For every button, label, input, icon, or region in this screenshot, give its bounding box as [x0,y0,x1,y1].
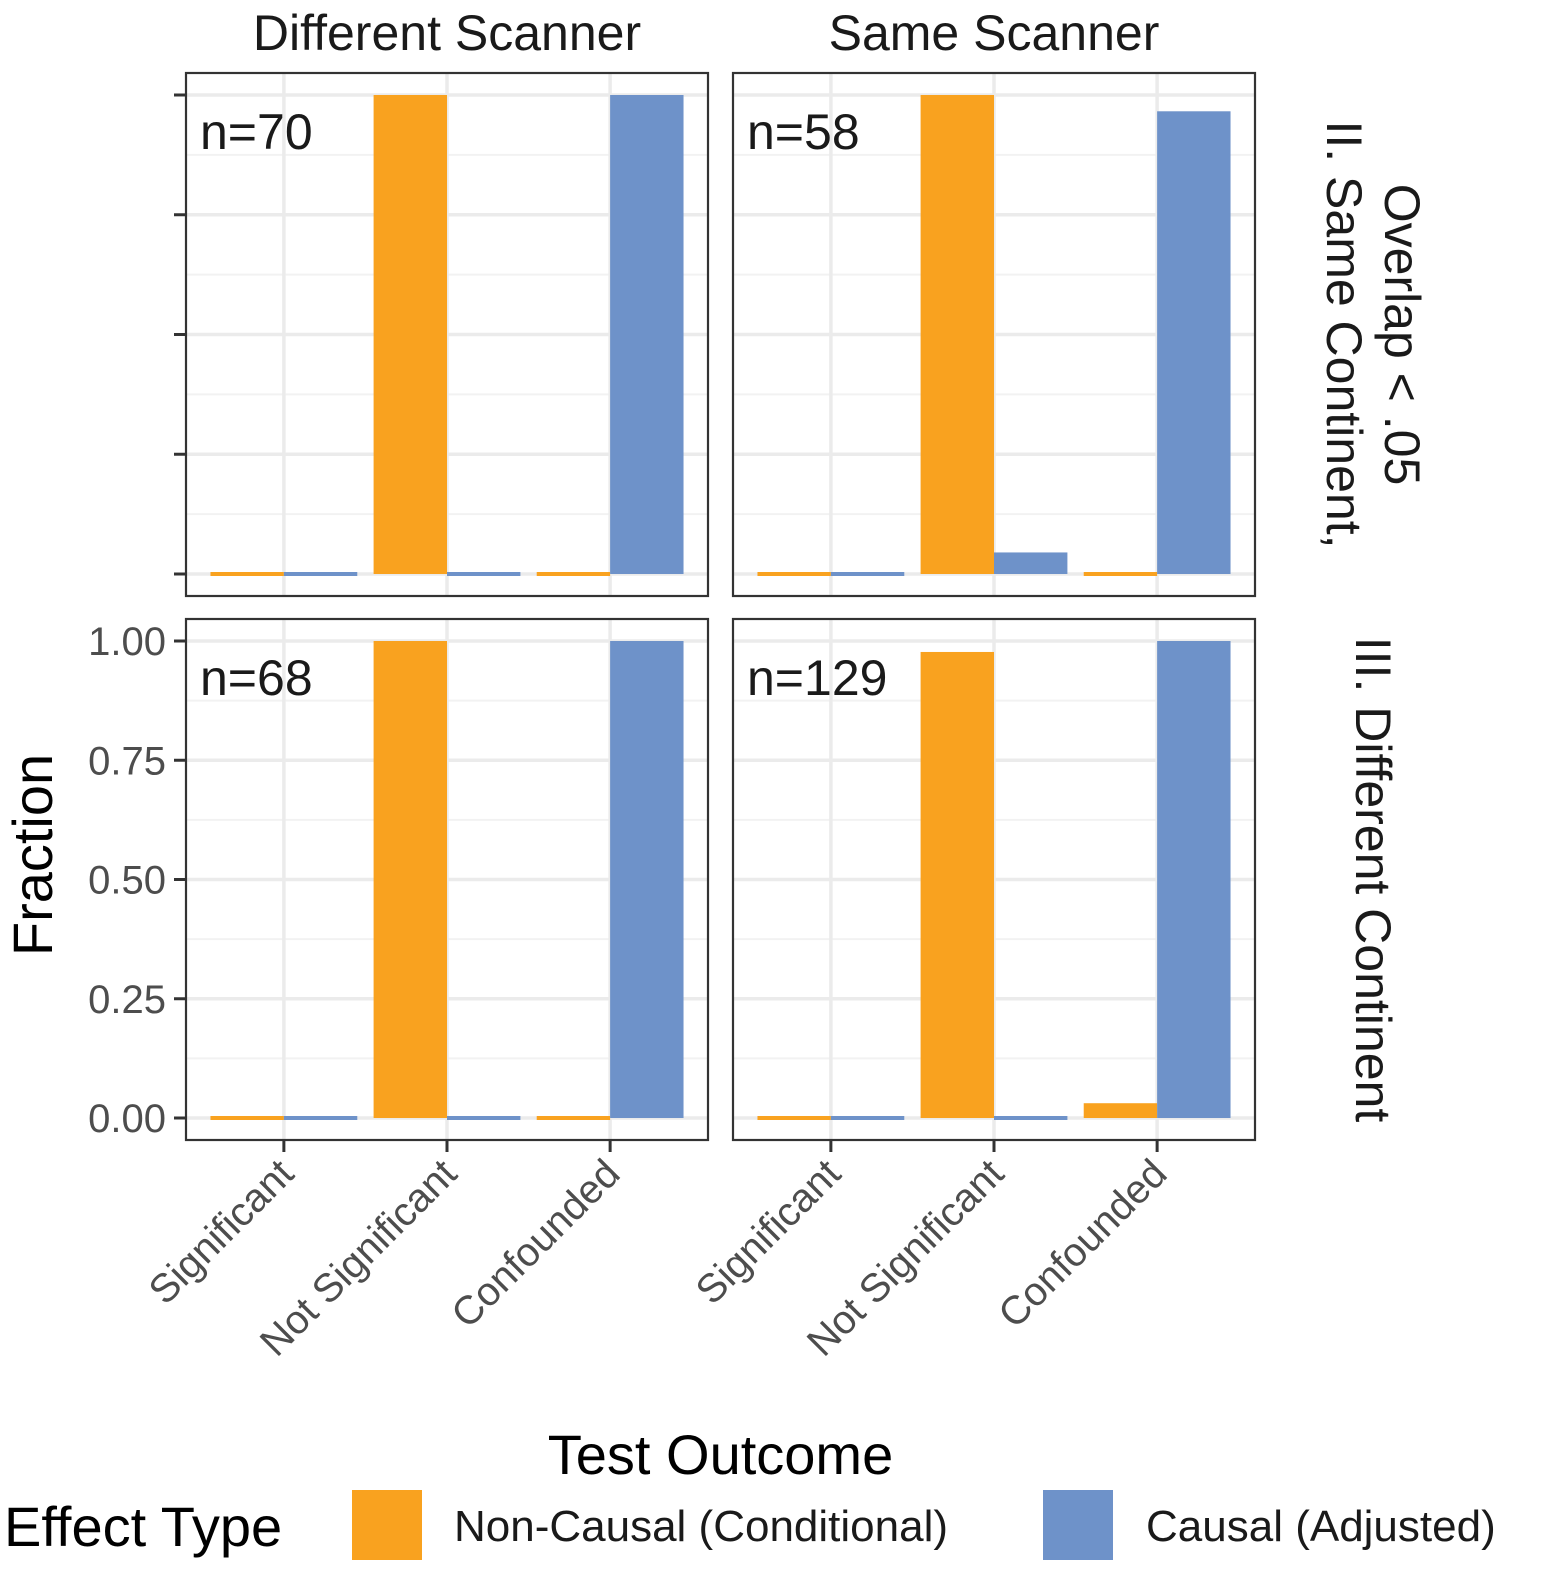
x-tick-label: Confounded [990,1151,1175,1336]
bar-non-causal-not-significant [920,95,994,574]
bar-non-causal-confounded [1083,1103,1158,1118]
bar-non-causal-significant [210,1116,284,1120]
y-axis-title: Fraction [1,754,64,956]
x-tick-label: Confounded [443,1151,628,1336]
bar-causal-significant [830,1116,905,1120]
bar-causal-not-significant [994,552,1068,574]
panel-border-1 [731,71,1257,598]
bar-non-causal-confounded [536,1116,611,1120]
bar-causal-significant [830,572,905,576]
bar-causal-confounded [610,95,684,574]
bar-causal-confounded [1157,641,1231,1118]
bar-causal-not-significant [994,1116,1068,1120]
bar-causal-not-significant [447,572,521,576]
sample-size-annotation: n=129 [747,650,887,706]
x-tick-label: Significant [688,1151,850,1313]
row-facet-title: III. Different Continent [1345,637,1401,1123]
bar-non-causal-confounded [1083,572,1158,576]
x-tick-label: Significant [141,1151,303,1313]
x-axis-title: Test Outcome [548,1423,893,1486]
bar-non-causal-not-significant [373,641,447,1118]
legend-title: Effect Type [4,1495,282,1558]
row-facet-title: II. Same Continent, [1316,120,1372,548]
y-tick-label: 1.00 [88,620,166,664]
bar-non-causal-significant [210,572,284,576]
bar-causal-confounded [610,641,684,1118]
sample-size-annotation: n=58 [747,104,860,160]
bar-non-causal-confounded [536,572,611,576]
row-facet-title: Overlap < .05 [1374,184,1430,486]
column-facet-title: Different Scanner [253,5,641,61]
sample-size-annotation: n=70 [200,104,313,160]
bar-non-causal-not-significant [920,651,994,1118]
y-tick-label: 0.50 [88,859,166,903]
bar-causal-significant [283,572,358,576]
y-tick-label: 0.75 [88,739,166,783]
bar-causal-not-significant [447,1116,521,1120]
legend-key-0 [352,1490,422,1560]
legend-label: Non-Causal (Conditional) [454,1502,948,1551]
bar-causal-confounded [1157,111,1231,574]
bar-non-causal-not-significant [373,95,447,574]
bar-non-causal-significant [757,572,831,576]
sample-size-annotation: n=68 [200,650,313,706]
legend-key-1 [1043,1490,1113,1560]
bar-causal-significant [283,1116,358,1120]
y-tick-label: 0.25 [88,978,166,1022]
column-facet-title: Same Scanner [829,5,1160,61]
legend-label: Causal (Adjusted) [1146,1502,1496,1551]
bar-non-causal-significant [757,1116,831,1120]
y-tick-label: 0.00 [88,1097,166,1141]
